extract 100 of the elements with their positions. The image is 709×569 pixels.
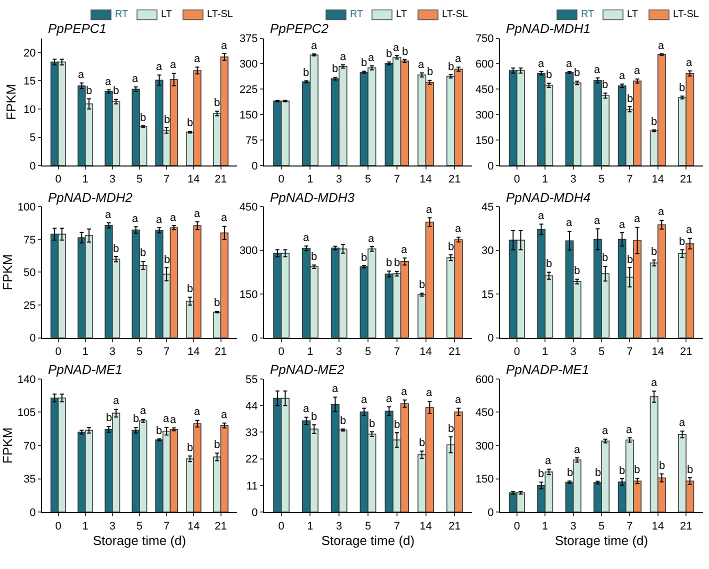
- data-label: b: [156, 425, 162, 437]
- data-label: b: [687, 464, 694, 476]
- y-tick-label: 105: [17, 407, 36, 420]
- x-tick-label: 3: [109, 174, 116, 186]
- chart-title: PpNAD-MDH1: [506, 21, 591, 36]
- data-label: a: [658, 40, 665, 52]
- legend-label: LT-SL: [673, 9, 700, 20]
- x-tick-label: 0: [55, 520, 62, 532]
- x-tick-label: 7: [626, 346, 633, 358]
- data-label: a: [105, 76, 112, 88]
- x-axis-title: Storage time (d): [92, 532, 186, 548]
- data-label: a: [221, 212, 228, 224]
- data-label: b: [164, 254, 170, 266]
- data-label: a: [566, 217, 573, 229]
- x-tick-label: 0: [278, 520, 284, 532]
- legend-label: LT: [627, 9, 638, 20]
- x-tick-label: 5: [364, 520, 372, 532]
- y-tick-label: 0: [252, 332, 258, 345]
- x-tick-label: 14: [420, 346, 432, 358]
- data-label: b: [651, 246, 658, 258]
- data-label: b: [619, 465, 626, 477]
- x-tick-label: 1: [307, 520, 314, 532]
- data-label: a: [538, 58, 545, 70]
- data-label: a: [386, 393, 393, 405]
- data-label: b: [140, 247, 146, 259]
- x-tick-label: 21: [448, 520, 461, 532]
- data-label: b: [602, 79, 608, 91]
- x-tick-label: 14: [652, 174, 664, 186]
- y-tick-label: 30: [482, 245, 494, 258]
- x-tick-label: 7: [164, 174, 170, 186]
- x-tick-label: 7: [626, 520, 633, 532]
- x-tick-label: 5: [598, 346, 605, 358]
- x-tick-label: 1: [542, 346, 548, 358]
- data-label: b: [187, 117, 194, 129]
- y-tick-label: 140: [17, 374, 36, 386]
- chart-title: PpNAD-ME2: [270, 362, 346, 377]
- y-tick-label: 45: [482, 202, 494, 214]
- data-label: a: [132, 213, 139, 225]
- data-label: a: [594, 215, 601, 227]
- text: RT: [581, 9, 594, 20]
- data-label: b: [448, 241, 454, 253]
- x-tick-label: 0: [514, 346, 520, 358]
- data-label: b: [679, 82, 686, 94]
- data-label: a: [619, 219, 626, 231]
- x-tick-label: 21: [214, 174, 227, 186]
- x-tick-label: 1: [542, 174, 548, 186]
- x-tick-label: 1: [82, 174, 88, 186]
- chart-title: PpNAD-ME1: [48, 362, 122, 377]
- x-tick-label: 5: [598, 174, 605, 186]
- data-label: b: [651, 116, 658, 128]
- data-label: a: [686, 224, 693, 236]
- data-label: a: [105, 209, 112, 221]
- data-label: a: [170, 59, 177, 71]
- chart-title: PpNAD-MDH2: [48, 190, 134, 205]
- x-tick-label: 5: [136, 346, 143, 358]
- y-tick-label: 225: [239, 84, 258, 96]
- y-axis-title: FPKM: [4, 84, 18, 120]
- data-label: b: [133, 413, 140, 425]
- data-label: a: [634, 65, 641, 77]
- y-tick-label: 50: [24, 267, 36, 280]
- x-tick-label: 7: [394, 174, 400, 186]
- data-label: b: [659, 460, 666, 472]
- data-label: b: [538, 468, 544, 480]
- data-label: a: [194, 53, 201, 65]
- chart-title: PpNAD-MDH3: [270, 190, 356, 205]
- y-tick-label: 0: [252, 506, 258, 519]
- data-label: a: [170, 212, 177, 224]
- y-tick-label: 5: [30, 132, 36, 144]
- x-tick-label: 7: [394, 346, 400, 358]
- x-tick-label: 3: [336, 346, 342, 358]
- data-label: b: [386, 48, 392, 60]
- x-tick-label: 14: [420, 520, 432, 532]
- y-tick-label: 0: [30, 160, 36, 172]
- data-label: b: [140, 112, 146, 124]
- y-tick-label: 150: [239, 288, 258, 301]
- x-tick-label: 21: [448, 346, 461, 358]
- data-label: b: [574, 67, 580, 79]
- data-label: b: [394, 257, 400, 269]
- y-tick-label: 300: [475, 440, 494, 452]
- data-label: b: [448, 61, 454, 73]
- data-label: b: [679, 236, 686, 248]
- data-label: b: [427, 66, 434, 78]
- data-label: b: [546, 69, 552, 81]
- x-tick-label: 0: [514, 520, 520, 532]
- y-tick-label: 0: [30, 506, 36, 519]
- data-label: a: [170, 414, 177, 426]
- data-label: a: [545, 455, 552, 467]
- chart-title: PpPEPC1: [48, 21, 107, 36]
- data-label: a: [303, 232, 310, 244]
- x-axis-title: Storage time (d): [321, 532, 415, 548]
- y-tick-label: 0: [488, 160, 494, 172]
- data-label: a: [156, 214, 163, 226]
- y-tick-label: 600: [475, 374, 494, 386]
- y-axis-title: FPKM: [0, 427, 15, 464]
- x-tick-label: 5: [136, 174, 143, 186]
- x-tick-label: 7: [164, 346, 170, 358]
- x-tick-label: 1: [82, 346, 88, 358]
- x-tick-label: 14: [652, 520, 664, 532]
- legend-label: LT-SL: [442, 9, 468, 20]
- data-label: b: [402, 46, 408, 58]
